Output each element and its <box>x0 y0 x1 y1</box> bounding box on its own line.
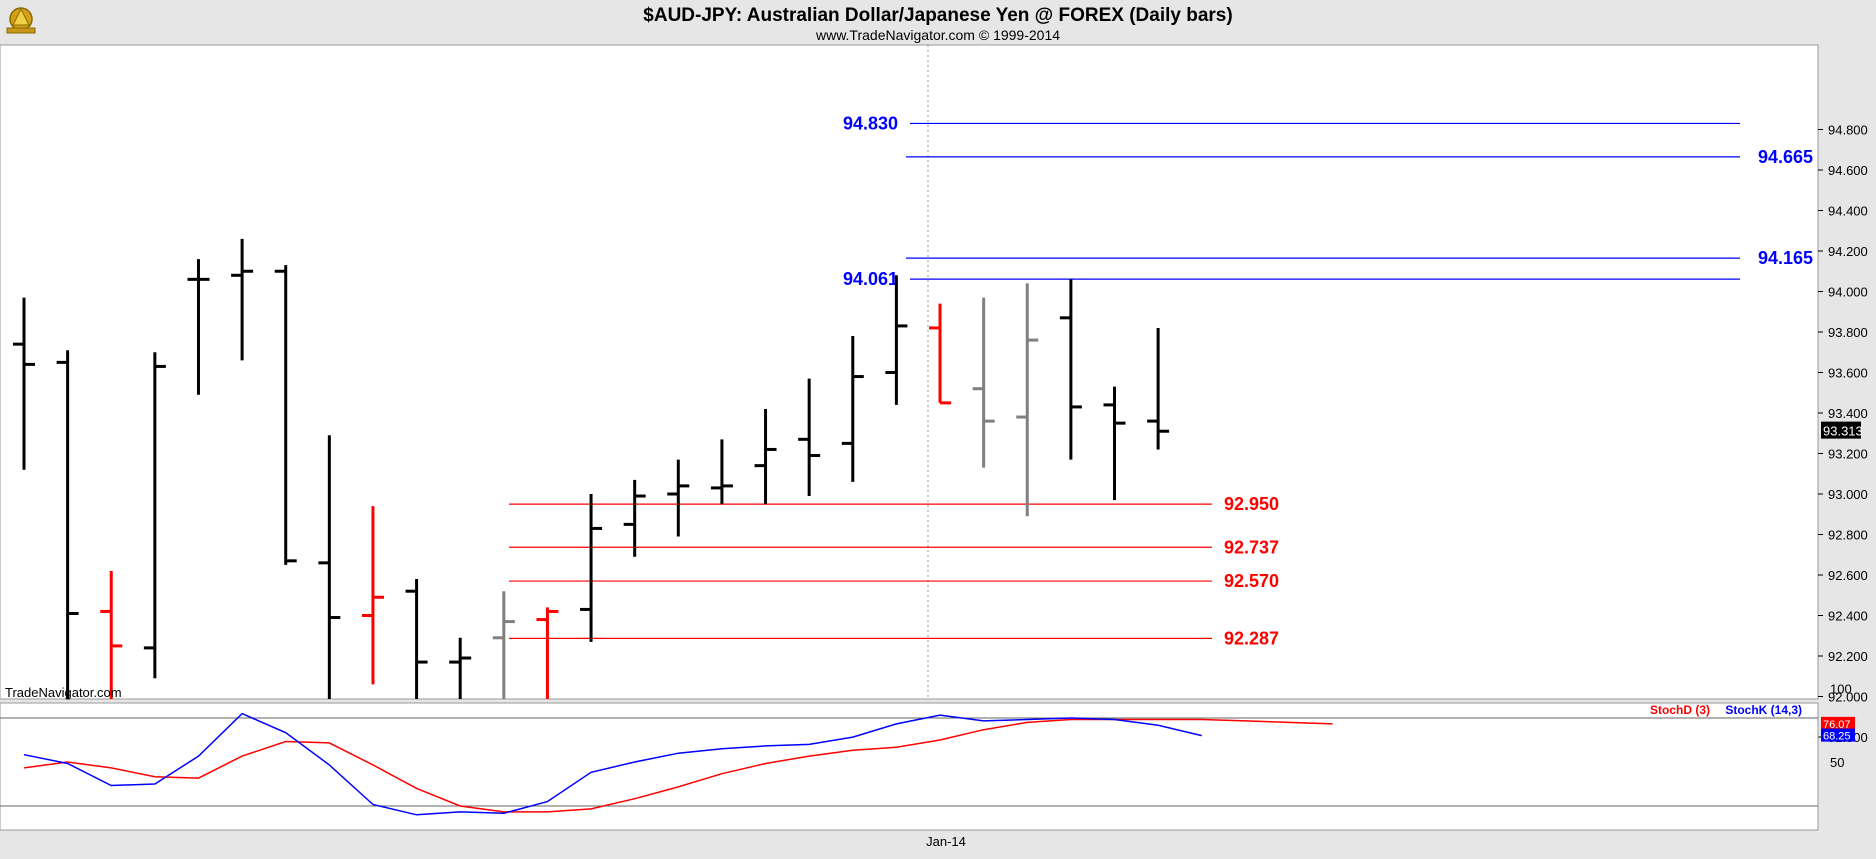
stoch-last-box <box>1821 716 1855 730</box>
ohlc-bar <box>885 275 908 405</box>
indicator-y-tick: 100 <box>1830 682 1852 697</box>
ohlc-bar <box>536 607 559 699</box>
ohlc-bar <box>361 506 384 685</box>
chart-subtitle: www.TradeNavigator.com © 1999-2014 <box>815 27 1060 43</box>
ohlc-bar <box>13 297 35 470</box>
ohlc-bar <box>580 494 603 642</box>
price-panel: 94.830 94.665 94.165 94.061 92.950 92.737 92.5… <box>13 45 1813 699</box>
ohlc-bar <box>710 439 733 505</box>
stoch-last-box <box>1821 728 1855 742</box>
ohlc-bar <box>929 303 952 405</box>
y-tick-label: 94.200 <box>1828 244 1868 259</box>
y-tick-label: 93.600 <box>1828 366 1868 381</box>
ohlc-bar <box>798 378 821 497</box>
y-tick-label: 92.400 <box>1828 609 1868 624</box>
chart-title: $AUD-JPY: Australian Dollar/Japanese Yen… <box>643 5 1232 26</box>
ohlc-bar <box>841 336 864 482</box>
ohlc-bar <box>143 352 166 679</box>
y-tick-label: 93.000 <box>1828 487 1868 502</box>
y-tick-label: 93.800 <box>1828 325 1868 340</box>
resistance-label: 94.165 <box>1758 248 1813 268</box>
ohlc-bar <box>667 459 690 537</box>
ohlc-bar <box>274 265 297 565</box>
resistance-label: 94.665 <box>1758 147 1813 167</box>
ohlc-bar <box>754 408 777 505</box>
y-tick-label: 94.600 <box>1828 163 1868 178</box>
logo-icon <box>4 2 40 38</box>
price-axis: 94.800 94.600 94.400 94.200 94.000 93.800 93.6… <box>1818 123 1868 745</box>
ohlc-bar <box>56 350 79 699</box>
ohlc-bar <box>405 579 428 699</box>
indicator-panel-background <box>0 702 1819 831</box>
resistance-label: 94.061 <box>843 269 898 289</box>
x-tick-jan-14: Jan-14 <box>926 834 966 849</box>
y-tick-label: 93.200 <box>1828 447 1868 462</box>
support-label: 92.737 <box>1224 537 1279 557</box>
last-price-label: 93.313 <box>1823 424 1863 439</box>
ohlc-bar <box>318 435 341 699</box>
ohlc-bar <box>449 637 472 699</box>
legend-entry: StochD (3) <box>1650 703 1710 717</box>
stochastic-panel: StochD (3) StochK (14,3) <box>0 703 1818 816</box>
support-label: 92.950 <box>1224 494 1279 514</box>
ohlc-bar <box>187 259 210 395</box>
y-tick-label: 94.400 <box>1828 204 1868 219</box>
resistance-label: 94.830 <box>843 113 898 133</box>
support-label: 92.287 <box>1224 628 1279 648</box>
last-price-box <box>1821 421 1861 439</box>
support-label: 92.570 <box>1224 571 1279 591</box>
stoch-last-label: 76.07 <box>1823 719 1851 731</box>
y-tick-label: 94.000 <box>1828 285 1868 300</box>
ohlc-bar <box>972 297 995 468</box>
price-panel-background <box>0 44 1819 700</box>
ohlc-bar <box>1059 279 1082 460</box>
watermark: TradeNavigator.com <box>5 685 122 700</box>
stoch-series-k <box>23 712 1202 816</box>
ohlc-bar <box>1103 386 1126 501</box>
y-tick-label: 92.800 <box>1828 528 1868 543</box>
ohlc-bar <box>1147 327 1170 450</box>
ohlc-bar <box>1016 283 1039 517</box>
y-tick-label: 92.000 <box>1828 690 1868 705</box>
ohlc-bar <box>623 479 646 557</box>
y-tick-label: 92.600 <box>1828 568 1868 583</box>
ohlc-bar <box>492 591 515 699</box>
stoch-last-label: 68.25 <box>1823 731 1851 743</box>
legend-entry: StochK (14,3) <box>1725 703 1802 717</box>
ohlc-bar <box>231 238 254 361</box>
y-tick-label: 94.800 <box>1828 123 1868 138</box>
header: $AUD-JPY: Australian Dollar/Japanese Yen… <box>4 2 1233 43</box>
y-tick-label: 92.200 <box>1828 649 1868 664</box>
y-tick-label: 93.400 <box>1828 406 1868 421</box>
indicator-y-tick: 50 <box>1830 755 1844 770</box>
ohlc-bar <box>100 570 123 699</box>
